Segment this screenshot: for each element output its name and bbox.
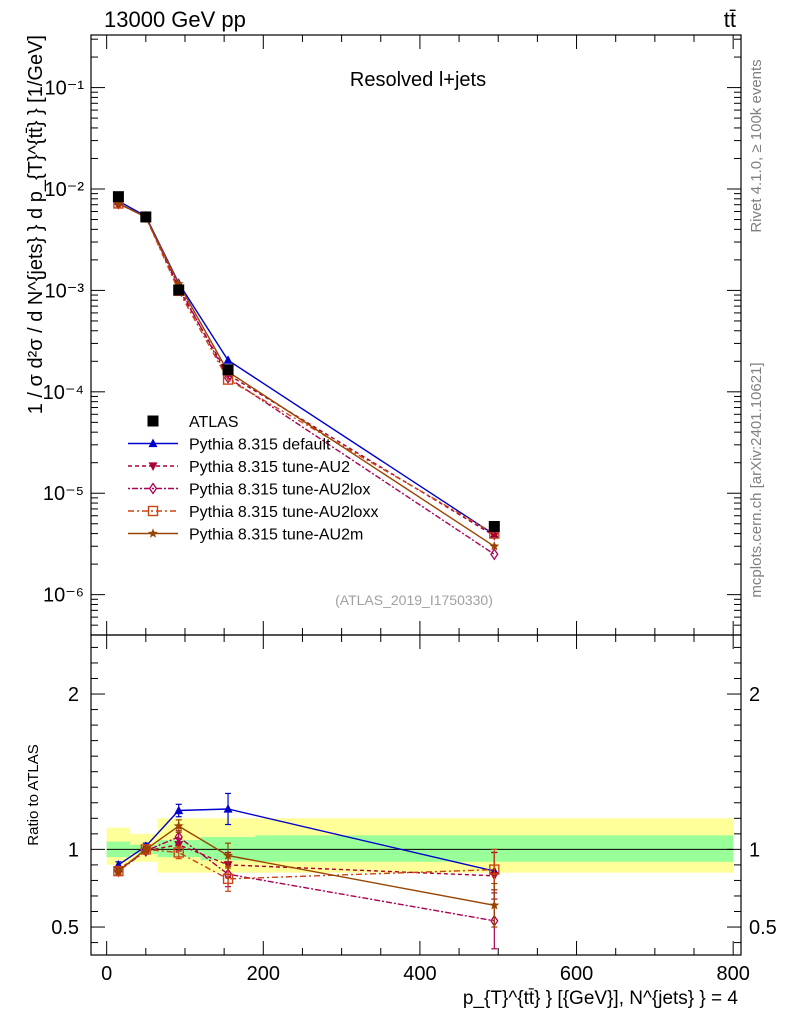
x-tick-label: 400 [403,963,436,985]
point-data [140,211,152,223]
energy-label: 13000 GeV pp [104,7,246,32]
y-tick-label: 10⁻⁵ [43,483,84,505]
ratio-plot-frame [90,634,742,956]
watermark: (ATLAS_2019_I1750330) [335,592,493,608]
ratio-y-tick-label-right: 0.5 [749,917,777,939]
legend-entry-au2: Pythia 8.315 tune-AU2 [128,459,350,476]
ratio-point-au2m [140,844,151,854]
legend-entry-au2m: Pythia 8.315 tune-AU2m [128,527,363,544]
legend-entry-au2lox: Pythia 8.315 tune-AU2lox [128,482,370,499]
ratio-axes: 0.5 0.5 1 1 2 2 0 200 400 600 800 [51,635,777,985]
ratio-point-au2loxx [222,873,234,885]
main-y-axis: 10⁻⁶ 10⁻⁵ 10⁻⁴ 10⁻³ 10⁻² 10⁻¹ [43,35,741,636]
legend-marker [148,528,158,538]
mcplots-label: mcplots.cern.ch [arXiv:2401.10621] [748,362,765,597]
legend-label: Pythia 8.315 tune-AU2 [189,459,350,476]
process-label: tt̄ [724,7,736,32]
legend-label: Pythia 8.315 default [189,437,331,454]
legend-entry-au2loxx: Pythia 8.315 tune-AU2loxx [128,504,378,521]
series-line-au2lox [118,202,495,555]
legend-entry-data: ATLAS [147,414,239,431]
series-data [112,191,500,532]
point-data [222,364,234,376]
legend-marker [148,438,158,448]
main-plot-panel: 10⁻⁶ 10⁻⁵ 10⁻⁴ 10⁻³ 10⁻² 10⁻¹ Resolved l+jets… [25,34,742,636]
main-plot-frame [90,34,742,636]
point-au2loxx [222,374,234,385]
y-tick-label: 10⁻² [45,179,85,201]
main-title: Resolved l+jets [350,69,486,91]
ratio-point-au2m [223,850,233,860]
ratio-series-au2m [113,819,500,928]
point-au2m [489,541,500,551]
legend-label: ATLAS [189,414,239,431]
rivet-label: Rivet 4.1.0, ≥ 100k events [748,59,765,232]
y-tick-label: 10⁻³ [45,280,85,302]
main-y-axis-label: 1 / σ d²σ / d N^{jets} } d p_{T}^{tt̄} }… [25,35,47,414]
ratio-point-default [174,805,184,815]
y-tick-label: 10⁻¹ [45,78,85,100]
y-tick-label: 10⁻⁶ [43,585,84,607]
x-axis-label: p_{T}^{tt̄} } [{GeV}], N^{jets} } = 4 [463,988,738,1009]
ratio-point-au2m [489,900,500,910]
legend-entry-default: Pythia 8.315 default [128,437,331,454]
point-au2 [489,532,499,541]
ratio-y-tick-label: 2 [68,684,79,706]
ratio-y-tick-label-right: 2 [749,684,760,706]
point-au2lox [490,548,499,561]
point-data [488,520,500,532]
legend-marker [148,462,158,471]
x-tick-label: 0 [101,963,112,985]
ratio-plot-marks [113,792,500,950]
legend-label: Pythia 8.315 tune-AU2lox [189,482,370,499]
legend-label: Pythia 8.315 tune-AU2m [189,527,363,544]
point-data [173,284,185,296]
point-au2m [113,198,124,208]
main-plot-marks [112,191,500,561]
point-au2lox [223,371,233,384]
ratio-plot-panel: 0.5 0.5 1 1 2 2 0 200 400 600 800 Ratio to ATLAS p… [25,634,777,1009]
legend-label: Pythia 8.315 tune-AU2loxx [189,504,378,521]
ratio-point-au2m [173,820,184,831]
x-tick-label: 800 [716,963,749,985]
ratio-y-tick-label: 0.5 [51,917,79,939]
legend-marker [147,505,159,517]
ratio-point-au2loxx [173,847,184,858]
legend-marker [148,482,158,495]
ratio-y-tick-label: 1 [68,839,79,861]
x-tick-label: 200 [247,963,280,985]
legend-marker [147,415,159,427]
point-default [223,355,233,364]
ratio-point-default [223,804,233,813]
ratio-y-tick-label-right: 1 [749,839,760,861]
ratio-point-au2lox [174,830,183,844]
legend: ATLAS Pythia 8.315 default Pythia 8.315 tu… [128,414,378,544]
x-tick-label: 600 [560,963,593,985]
y-tick-label: 10⁻⁴ [43,382,84,404]
point-data [112,191,124,203]
ratio-point-au2m [113,865,124,876]
ratio-point-au2loxx [489,864,500,875]
ratio-y-axis-label: Ratio to ATLAS [25,744,42,845]
